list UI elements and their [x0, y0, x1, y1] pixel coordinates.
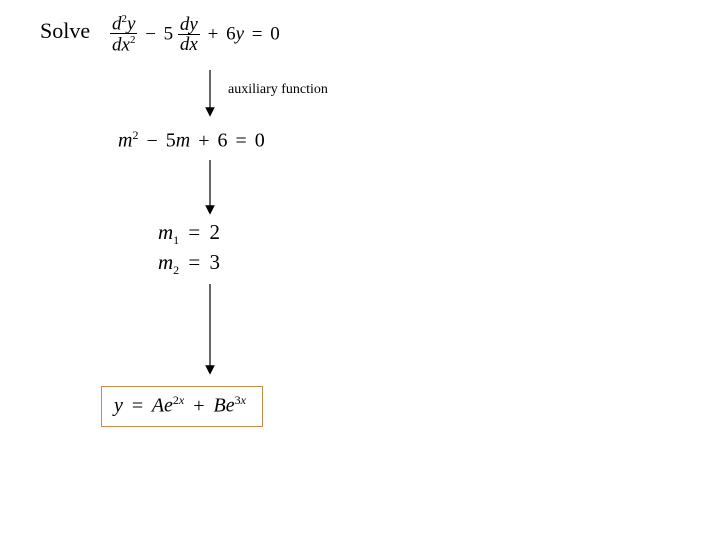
aux-coef2: 5: [166, 130, 176, 152]
root-1: m1 = 2: [158, 218, 220, 248]
aux-function-label: auxiliary function: [228, 82, 328, 98]
aux-plus: +: [195, 130, 212, 152]
sol-exp1v: x: [179, 393, 184, 407]
root2-sub: 2: [173, 264, 179, 278]
equation-auxiliary: m2 − 5m + 6 = 0: [118, 128, 265, 153]
root1-sub: 1: [173, 233, 179, 247]
root2-eq: =: [184, 250, 204, 274]
sol-exp2v: x: [241, 393, 246, 407]
aux-rhs: 0: [255, 130, 265, 152]
root2-m: m: [158, 250, 173, 274]
sol-e2: e: [226, 395, 235, 417]
solution-box: y = Ae2x + Be3x: [101, 386, 263, 427]
aux-exp: 2: [132, 128, 138, 142]
aux-const: 6: [217, 130, 227, 152]
sol-eq: =: [128, 395, 147, 417]
root2-val: 3: [210, 250, 221, 274]
aux-m1: m: [118, 130, 132, 152]
root1-eq: =: [184, 220, 204, 244]
sol-B: B: [214, 395, 226, 417]
sol-plus: +: [189, 395, 208, 417]
root1-val: 2: [210, 220, 221, 244]
arrow-1: [0, 0, 720, 540]
root1-m: m: [158, 220, 173, 244]
sol-y: y: [114, 395, 123, 417]
sol-A: A: [152, 395, 164, 417]
aux-eq: =: [232, 130, 249, 152]
sol-e1: e: [164, 395, 173, 417]
root-2: m2 = 3: [158, 248, 220, 278]
aux-minus: −: [143, 130, 160, 152]
roots-block: m1 = 2 m2 = 3: [158, 218, 220, 279]
aux-m2: m: [176, 130, 190, 152]
